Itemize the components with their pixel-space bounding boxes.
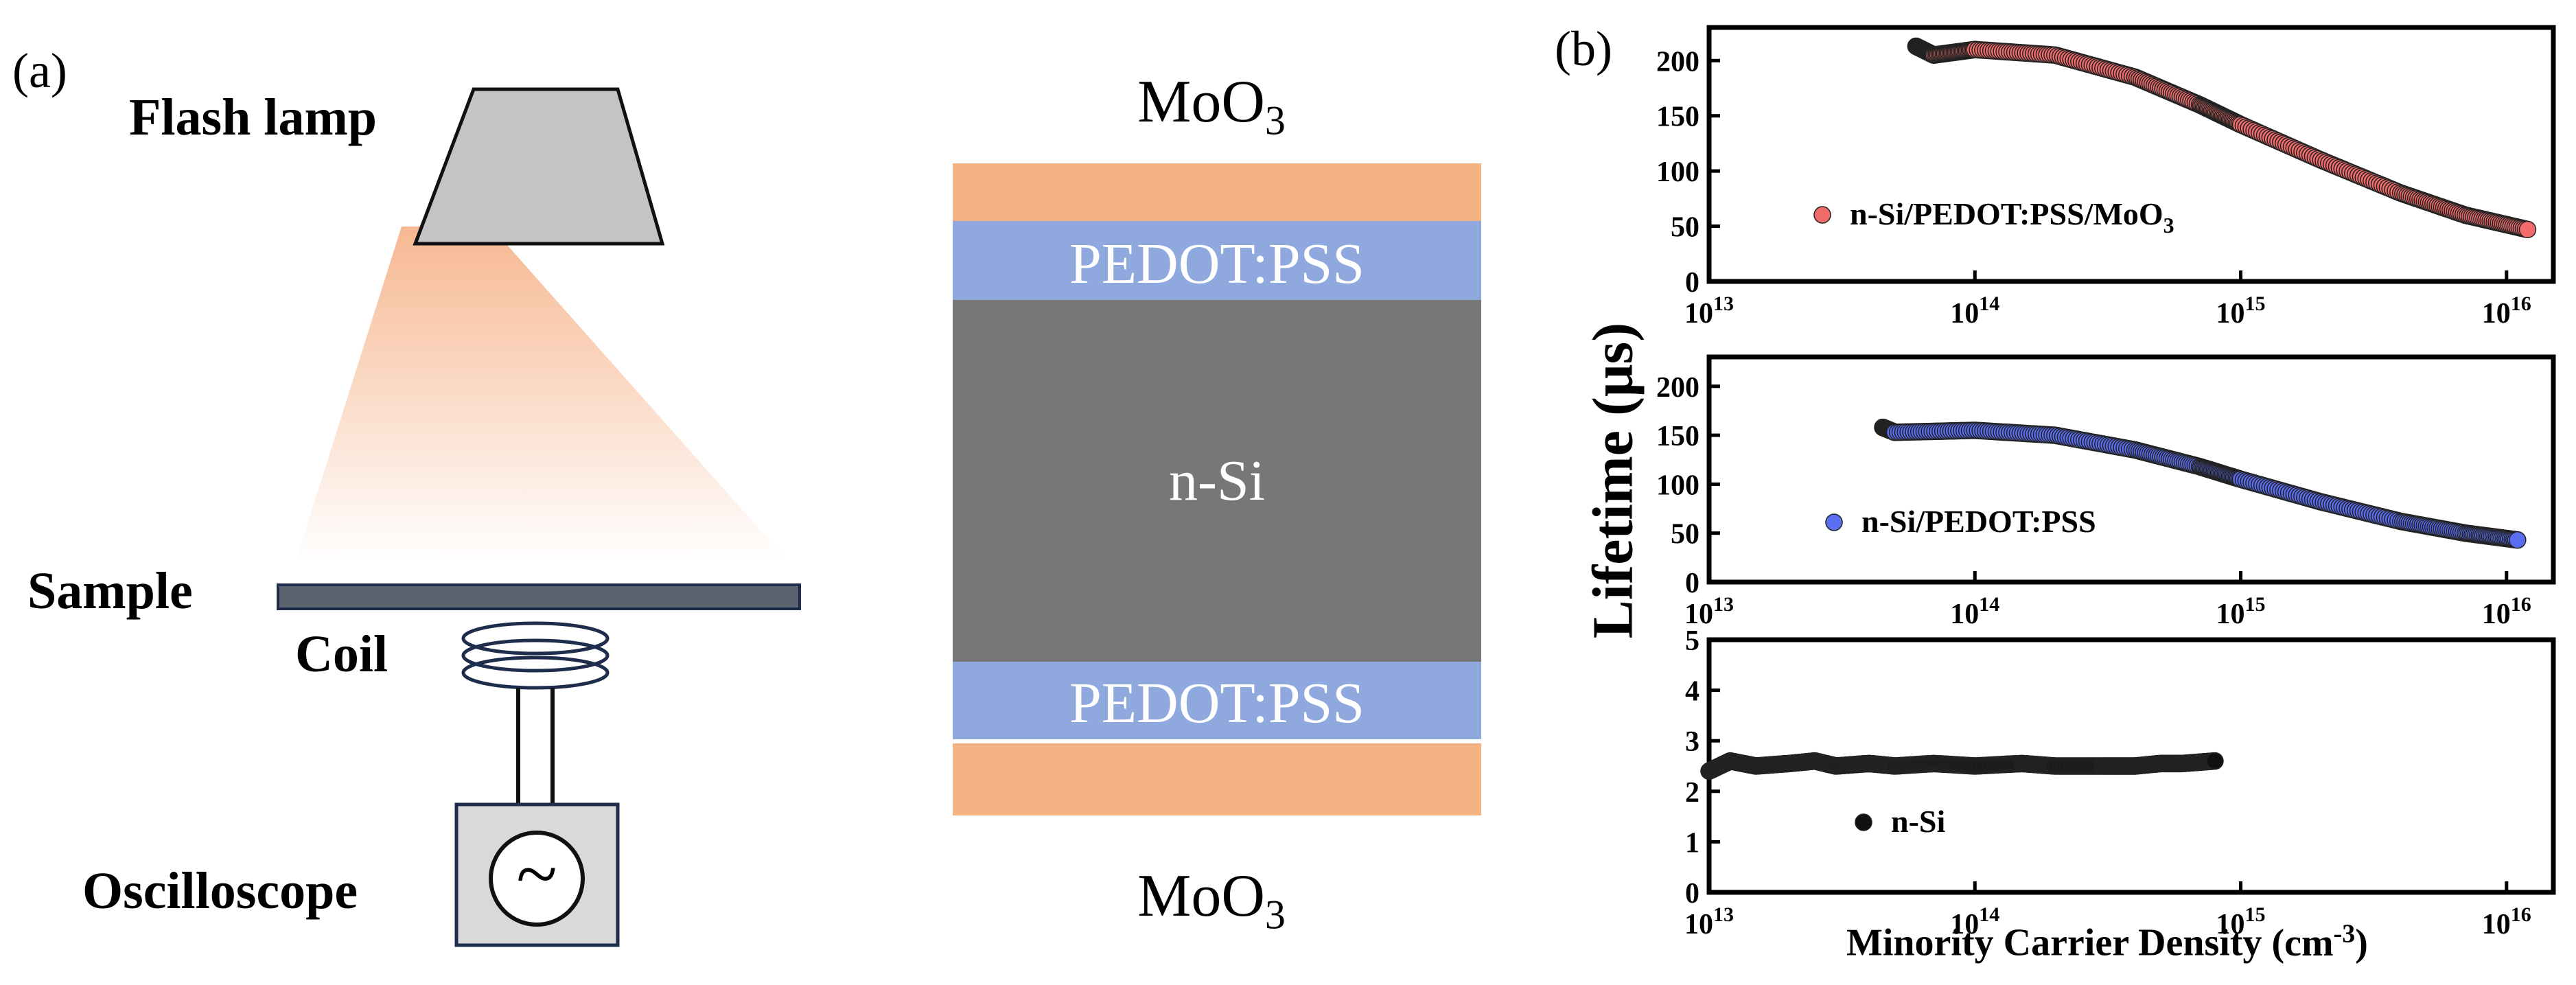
oscilloscope-label: Oscilloscope [82, 862, 358, 920]
layer-pedot-top-label: PEDOT:PSS [1069, 232, 1365, 296]
setup-diagram [277, 87, 801, 947]
data-series [1700, 752, 2224, 780]
layer-pedot-top: PEDOT:PSS [953, 221, 1481, 300]
coil-label: Coil [295, 625, 388, 683]
y-tick-label: 50 [1671, 519, 1699, 551]
coil-icon [461, 621, 610, 690]
y-tick-label: 100 [1656, 157, 1699, 188]
y-tick-label: 2 [1685, 777, 1699, 809]
y-tick-label: 1 [1685, 827, 1699, 859]
x-tick-label: 1014 [1950, 593, 1999, 630]
legend-marker [1855, 813, 1872, 831]
x-axis-label: Minority Carrier Density (cm-3) [1846, 918, 2368, 965]
flash-lamp-icon [413, 87, 665, 246]
legend-label: n-Si/PEDOT:PSS [1861, 504, 2096, 539]
chart-panel-3: 0 1 2 3 4 5 1013 1014 1015 1016 n-Si [1684, 625, 2556, 940]
stack-top-label-sub: 3 [1264, 97, 1286, 143]
y-tick-label: 200 [1656, 46, 1699, 78]
y-tick-label: 100 [1656, 470, 1699, 501]
stack-bottom-label: MoO3 [951, 861, 1472, 939]
y-tick-label: 150 [1656, 102, 1699, 133]
x-tick-label: 1015 [2216, 903, 2266, 940]
layer-stack: PEDOT:PSS n-Si PEDOT:PSS [953, 163, 1481, 815]
x-tick-label: 1014 [1950, 903, 1999, 940]
y-tick-label: 0 [1685, 878, 1699, 909]
flash-lamp-label: Flash lamp [129, 89, 378, 146]
plot-frame [1706, 25, 2556, 284]
stack-top-label-base: MoO [1137, 69, 1265, 135]
stack-top-label: MoO3 [951, 67, 1472, 145]
stack-bottom-label-base: MoO [1137, 863, 1265, 929]
layer-nsi: n-Si [953, 300, 1481, 662]
y-tick-label: 0 [1685, 267, 1699, 299]
data-point [2509, 531, 2527, 549]
x-tick-label: 1015 [2216, 292, 2266, 329]
x-tick-label: 1014 [1950, 292, 1999, 329]
layer-moo3-bottom [953, 743, 1481, 815]
y-tick-label: 3 [1685, 726, 1699, 758]
y-tick-label: 200 [1656, 372, 1699, 404]
x-tick-label: 1013 [1684, 903, 1734, 940]
legend-label: n-Si [1891, 804, 1945, 839]
panel-a-label: (a) [12, 43, 67, 98]
data-series [1874, 418, 2527, 549]
x-tick-label: 1016 [2482, 593, 2531, 630]
layer-pedot-bottom-label: PEDOT:PSS [1069, 671, 1365, 735]
x-axis-label-unit: (cm-3) [2271, 919, 2368, 964]
layer-moo3-top [953, 163, 1481, 221]
data-series [1907, 37, 2537, 239]
panel-b-label: (b) [1555, 21, 1612, 76]
legend-marker [1813, 206, 1831, 224]
chart-panel-2: 0 50 100 150 200 1013 1014 1015 1016 n-Si/PEDOT:P… [1656, 354, 2556, 630]
stack-bottom-label-sub: 3 [1264, 892, 1286, 938]
light-beam [295, 227, 789, 563]
plot-frame [1706, 354, 2556, 585]
chart-panel-1: 0 50 100 150 200 1013 1014 1015 1016 n-Si/PEDOT:P… [1656, 25, 2556, 329]
x-tick-label: 1013 [1684, 292, 1734, 329]
oscilloscope-dial-icon [489, 831, 585, 927]
data-point [2518, 220, 2537, 239]
sample-label: Sample [27, 562, 193, 620]
x-tick-label: 1016 [2482, 903, 2531, 940]
y-tick-label: 150 [1656, 421, 1699, 452]
x-tick-label: 1015 [2216, 593, 2266, 630]
layer-nsi-label: n-Si [1168, 449, 1266, 513]
x-axis-label-text: Minority Carrier Density [1846, 921, 2262, 964]
data-point [2206, 752, 2224, 770]
x-tick-label: 1013 [1684, 593, 1734, 630]
layer-pedot-bottom: PEDOT:PSS [953, 662, 1481, 739]
sample-plate [277, 583, 801, 610]
legend-marker [1825, 513, 1843, 531]
y-axis-label: Lifetime (μs) [1581, 322, 1645, 639]
oscilloscope-symbol: ~ [516, 832, 557, 916]
legend-label: n-Si/PEDOT:PSS/MoO3 [1850, 196, 2174, 237]
y-tick-label: 4 [1685, 676, 1699, 708]
y-tick-label: 50 [1671, 212, 1699, 244]
y-tick-label: 0 [1685, 568, 1699, 599]
y-tick-label: 5 [1685, 625, 1699, 657]
x-tick-label: 1016 [2482, 292, 2531, 329]
